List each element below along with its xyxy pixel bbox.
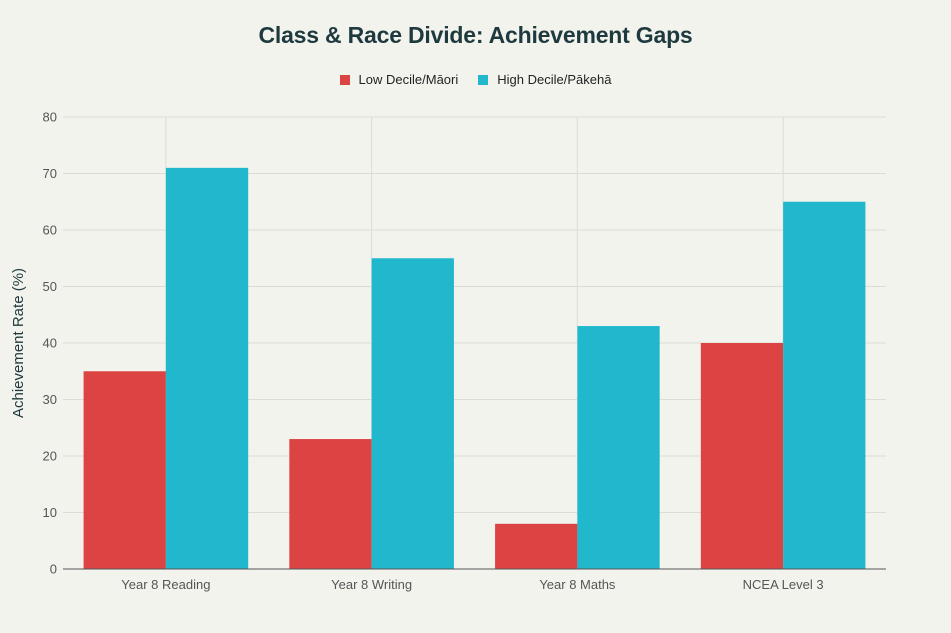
legend-item-low-decile[interactable]: Low Decile/Māori bbox=[339, 72, 459, 87]
x-tick-label: NCEA Level 3 bbox=[743, 577, 824, 592]
y-axis-title: Achievement Rate (%) bbox=[10, 268, 27, 418]
y-tick-label: 20 bbox=[43, 449, 57, 464]
bar-high-decile[interactable] bbox=[371, 258, 454, 569]
y-tick-label: 60 bbox=[43, 223, 57, 238]
bar-low-decile[interactable] bbox=[289, 439, 372, 569]
axis-layer: 0 10 20 30 40 50 60 70 80 Year 8 Reading Year 8 Wr… bbox=[43, 110, 886, 592]
chart-title: Class & Race Divide: Achievement Gaps bbox=[258, 22, 693, 48]
y-tick-label: 70 bbox=[43, 166, 57, 181]
y-tick-label: 40 bbox=[43, 336, 57, 351]
x-tick-label: Year 8 Maths bbox=[539, 577, 616, 592]
bar-high-decile[interactable] bbox=[165, 167, 249, 569]
chart-legend: Low Decile/Māori High Decile/Pākehā bbox=[0, 72, 951, 87]
y-tick-label: 80 bbox=[43, 110, 57, 125]
bar-high-decile[interactable] bbox=[577, 326, 660, 569]
bar-high-decile[interactable] bbox=[783, 201, 866, 569]
legend-label-low-decile: Low Decile/Māori bbox=[358, 72, 459, 87]
legend-swatch-high-decile bbox=[478, 74, 489, 85]
bar-layer bbox=[83, 167, 866, 569]
legend-item-high-decile[interactable]: High Decile/Pākehā bbox=[478, 72, 611, 87]
bar-low-decile[interactable] bbox=[495, 523, 578, 569]
y-tick-label: 50 bbox=[43, 279, 57, 294]
bar-low-decile[interactable] bbox=[83, 371, 166, 569]
bar-low-decile[interactable] bbox=[700, 343, 784, 569]
legend-label-high-decile: High Decile/Pākehā bbox=[497, 72, 612, 87]
y-tick-label: 30 bbox=[43, 392, 57, 407]
x-tick-label: Year 8 Writing bbox=[331, 577, 412, 592]
y-tick-label: 0 bbox=[50, 562, 57, 577]
legend-swatch-low-decile bbox=[339, 74, 350, 85]
x-tick-label: Year 8 Reading bbox=[121, 577, 210, 592]
y-tick-label: 10 bbox=[43, 505, 57, 520]
